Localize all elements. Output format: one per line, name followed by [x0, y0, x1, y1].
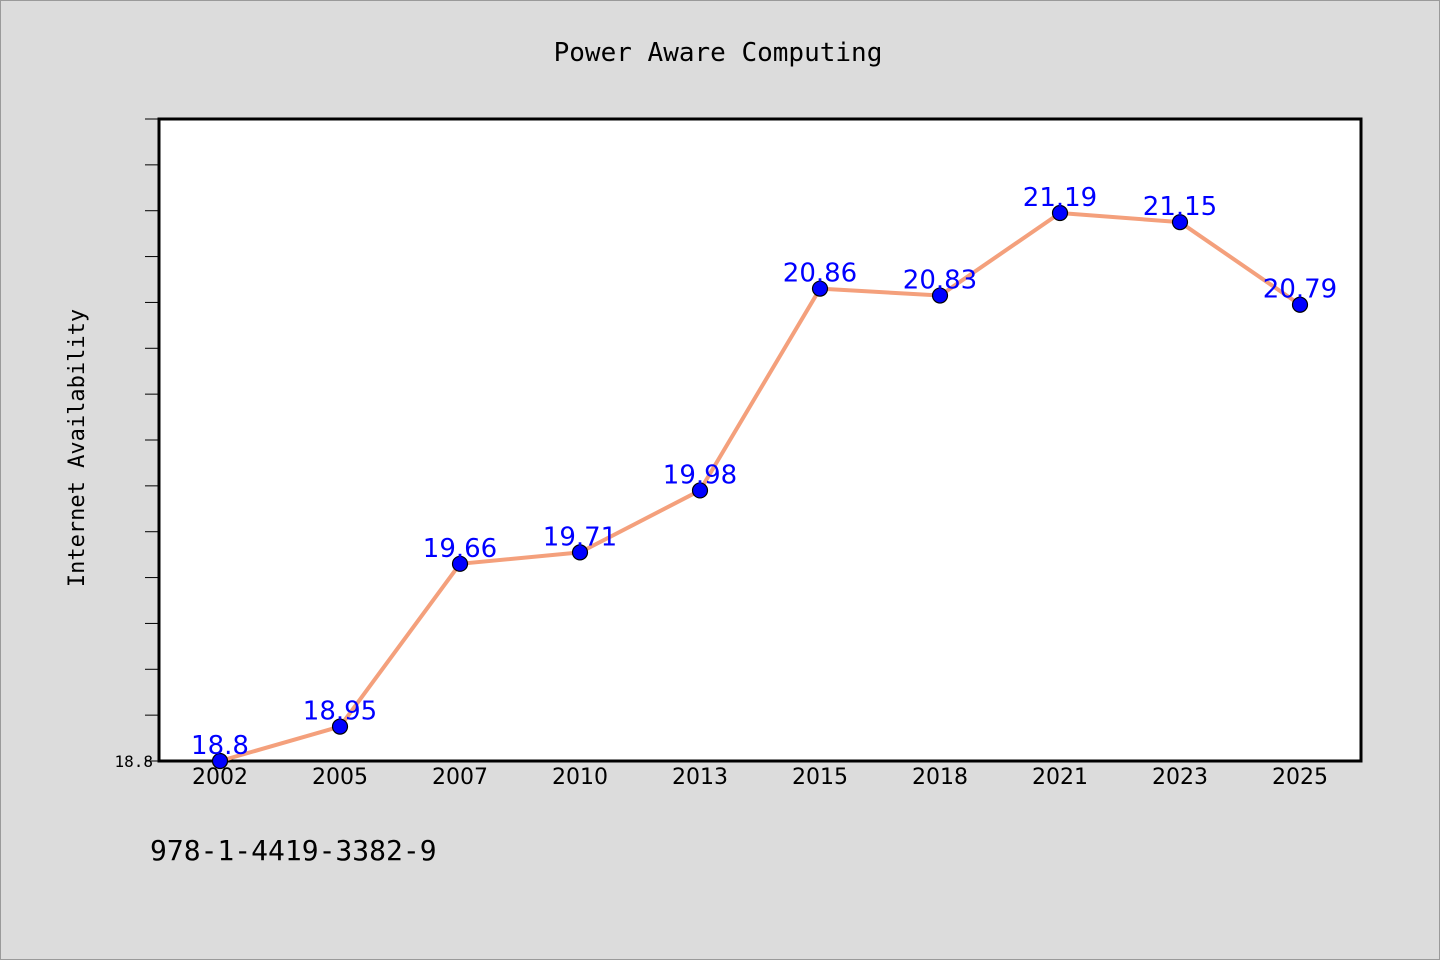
x-tick-label: 2013 [672, 765, 728, 790]
x-tick-label: 2025 [1272, 765, 1328, 790]
x-tick-label: 2021 [1032, 765, 1088, 790]
data-label: 19.66 [423, 534, 497, 564]
data-point [331, 718, 349, 735]
y-axis-label: Internet Availability [65, 309, 90, 587]
x-axis-tick-labels: 2002 2005 2007 2010 2013 2015 2018 2021 2023 2025 [192, 765, 1328, 790]
y-tick-label: 18.8 [114, 752, 153, 771]
data-label: 21.19 [1023, 183, 1097, 213]
data-point [571, 544, 589, 561]
data-label: 21.15 [1143, 192, 1217, 222]
data-point [451, 555, 469, 572]
x-tick-label: 2002 [192, 765, 248, 790]
x-tick-label: 2015 [792, 765, 848, 790]
series-line-group [218, 211, 1302, 763]
data-point [931, 287, 949, 304]
x-tick-label: 2023 [1152, 765, 1208, 790]
data-label: 19.71 [543, 522, 617, 552]
data-label: 20.83 [903, 266, 977, 296]
y-axis-ticks [145, 118, 159, 762]
data-point [211, 752, 229, 770]
series-line [218, 211, 1302, 763]
chart-title: Power Aware Computing [554, 38, 883, 68]
x-tick-label: 2005 [312, 765, 368, 790]
data-point [811, 280, 829, 297]
y-axis-tick-labels: 18.8 [114, 752, 153, 771]
data-label: 18.95 [303, 697, 377, 727]
data-labels: 18.8 18.95 19.66 19.71 19.98 20.86 20.83 21.19 2… [191, 183, 1337, 761]
isbn-caption: 978-1-4419-3382-9 [150, 834, 437, 867]
data-point [1051, 204, 1069, 222]
data-point [691, 482, 709, 499]
data-point [1171, 214, 1189, 231]
data-point [1291, 296, 1309, 313]
x-tick-label: 2018 [912, 765, 968, 790]
x-tick-label: 2007 [432, 765, 488, 790]
plot-area [157, 117, 1363, 763]
x-tick-label: 2010 [552, 765, 608, 790]
data-label: 20.79 [1263, 275, 1337, 305]
data-label: 20.86 [783, 259, 857, 289]
data-markers [211, 204, 1309, 770]
data-label: 18.8 [191, 731, 249, 761]
data-label: 19.98 [663, 460, 737, 490]
